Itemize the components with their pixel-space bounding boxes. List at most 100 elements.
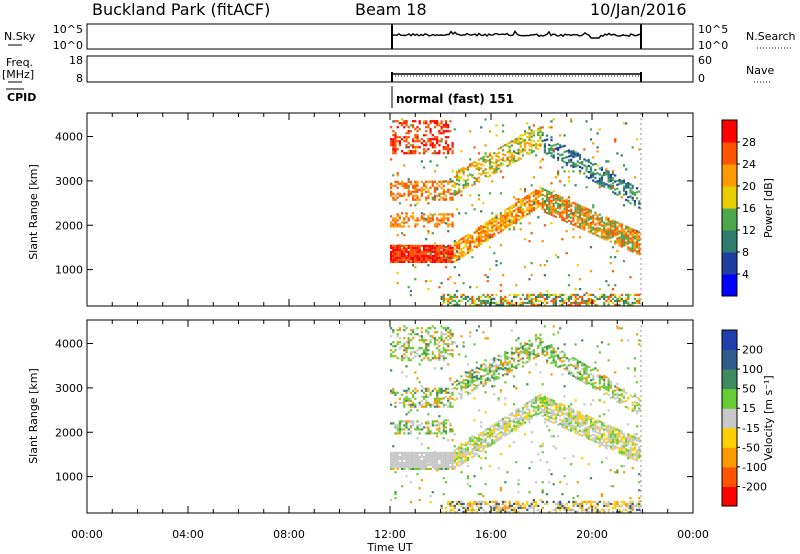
echo-cell	[390, 221, 393, 224]
echo-cell	[482, 432, 485, 435]
echo-cell	[559, 180, 562, 183]
echo-cell	[427, 188, 430, 191]
echo-cell	[427, 202, 430, 205]
echo-cell	[464, 374, 467, 378]
echo-cell	[502, 222, 505, 226]
echo-cell	[396, 136, 399, 139]
echo-cell	[436, 399, 439, 402]
echo-cell	[570, 363, 573, 366]
echo-cell	[431, 146, 434, 149]
echo-cell	[451, 453, 454, 456]
echo-cell	[493, 361, 496, 364]
echo-cell	[458, 247, 461, 250]
echo-cell	[565, 150, 568, 153]
echo-cell	[442, 152, 445, 155]
echo-cell	[497, 502, 500, 505]
power-y-axis-label: Slant Range [km]	[27, 164, 40, 260]
echo-cell	[392, 389, 395, 392]
echo-cell	[517, 419, 520, 422]
echo-cell	[504, 219, 507, 222]
echo-cell	[508, 429, 511, 432]
echo-cell	[609, 179, 612, 182]
echo-cell	[484, 483, 487, 486]
echo-cell	[515, 339, 518, 342]
echo-cell	[563, 351, 566, 354]
echo-cell	[390, 389, 393, 392]
echo-cell	[618, 431, 621, 434]
echo-cell	[401, 250, 404, 253]
echo-cell	[572, 149, 575, 153]
echo-cell	[521, 154, 524, 157]
echo-cell	[574, 208, 577, 211]
echo-cell	[603, 171, 606, 175]
echo-cell	[414, 333, 417, 336]
echo-cell	[515, 429, 518, 432]
echo-cell	[405, 424, 408, 427]
echo-cell	[486, 377, 489, 380]
echo-cell	[390, 353, 393, 356]
echo-cell	[614, 500, 617, 503]
echo-cell	[396, 461, 399, 464]
echo-cell	[396, 463, 399, 466]
echo-cell	[546, 400, 549, 403]
echo-cell	[548, 196, 551, 199]
echo-cell	[499, 355, 502, 358]
echo-cell	[396, 256, 399, 259]
echo-cell	[438, 353, 441, 356]
echo-cell	[405, 341, 408, 344]
echo-cell	[506, 355, 509, 358]
echo-cell	[537, 205, 540, 209]
echo-cell	[609, 177, 612, 180]
echo-cell	[543, 407, 546, 410]
echo-cell	[603, 221, 606, 224]
echo-cell	[418, 347, 421, 350]
echo-cell	[414, 198, 417, 201]
echo-cell	[622, 433, 626, 436]
echo-cell	[502, 417, 505, 421]
echo-cell	[409, 430, 412, 433]
echo-cell	[506, 427, 509, 430]
echo-cell	[412, 194, 415, 197]
echo-cell	[447, 459, 450, 462]
echo-cell	[565, 369, 568, 372]
echo-cell	[449, 198, 452, 201]
echo-cell	[552, 417, 555, 420]
echo-cell	[550, 362, 553, 365]
echo-cell	[471, 204, 474, 207]
echo-cell	[605, 376, 608, 379]
echo-cell	[475, 161, 478, 164]
echo-cell	[605, 457, 608, 460]
echo-cell	[447, 188, 450, 191]
echo-cell	[620, 393, 623, 396]
echo-cell	[625, 227, 628, 230]
echo-cell	[418, 381, 421, 384]
echo-cell	[592, 376, 595, 379]
echo-cell	[442, 198, 445, 201]
echo-cell	[561, 299, 564, 302]
nave-label: Nave	[746, 64, 774, 77]
echo-cell	[550, 211, 553, 214]
echo-cell	[444, 391, 448, 394]
echo-cell	[519, 506, 522, 509]
echo-cell	[444, 190, 448, 193]
echo-cell	[438, 463, 441, 466]
echo-cell	[394, 426, 397, 429]
echo-cell	[620, 233, 623, 236]
echo-cell	[517, 206, 520, 209]
echo-cell	[622, 447, 626, 450]
echo-cell	[603, 237, 606, 240]
echo-cell	[526, 356, 529, 360]
echo-cell	[427, 345, 430, 348]
echo-cell	[433, 126, 437, 129]
echo-cell	[414, 250, 417, 253]
echo-cell	[414, 451, 417, 454]
echo-cell	[570, 154, 573, 157]
echo-cell	[541, 346, 544, 350]
echo-cell	[605, 236, 608, 239]
echo-cell	[460, 455, 463, 458]
echo-cell	[390, 463, 393, 466]
echo-cell	[589, 128, 593, 131]
echo-cell	[394, 134, 397, 137]
echo-cell	[486, 445, 489, 449]
echo-cell	[436, 136, 439, 139]
